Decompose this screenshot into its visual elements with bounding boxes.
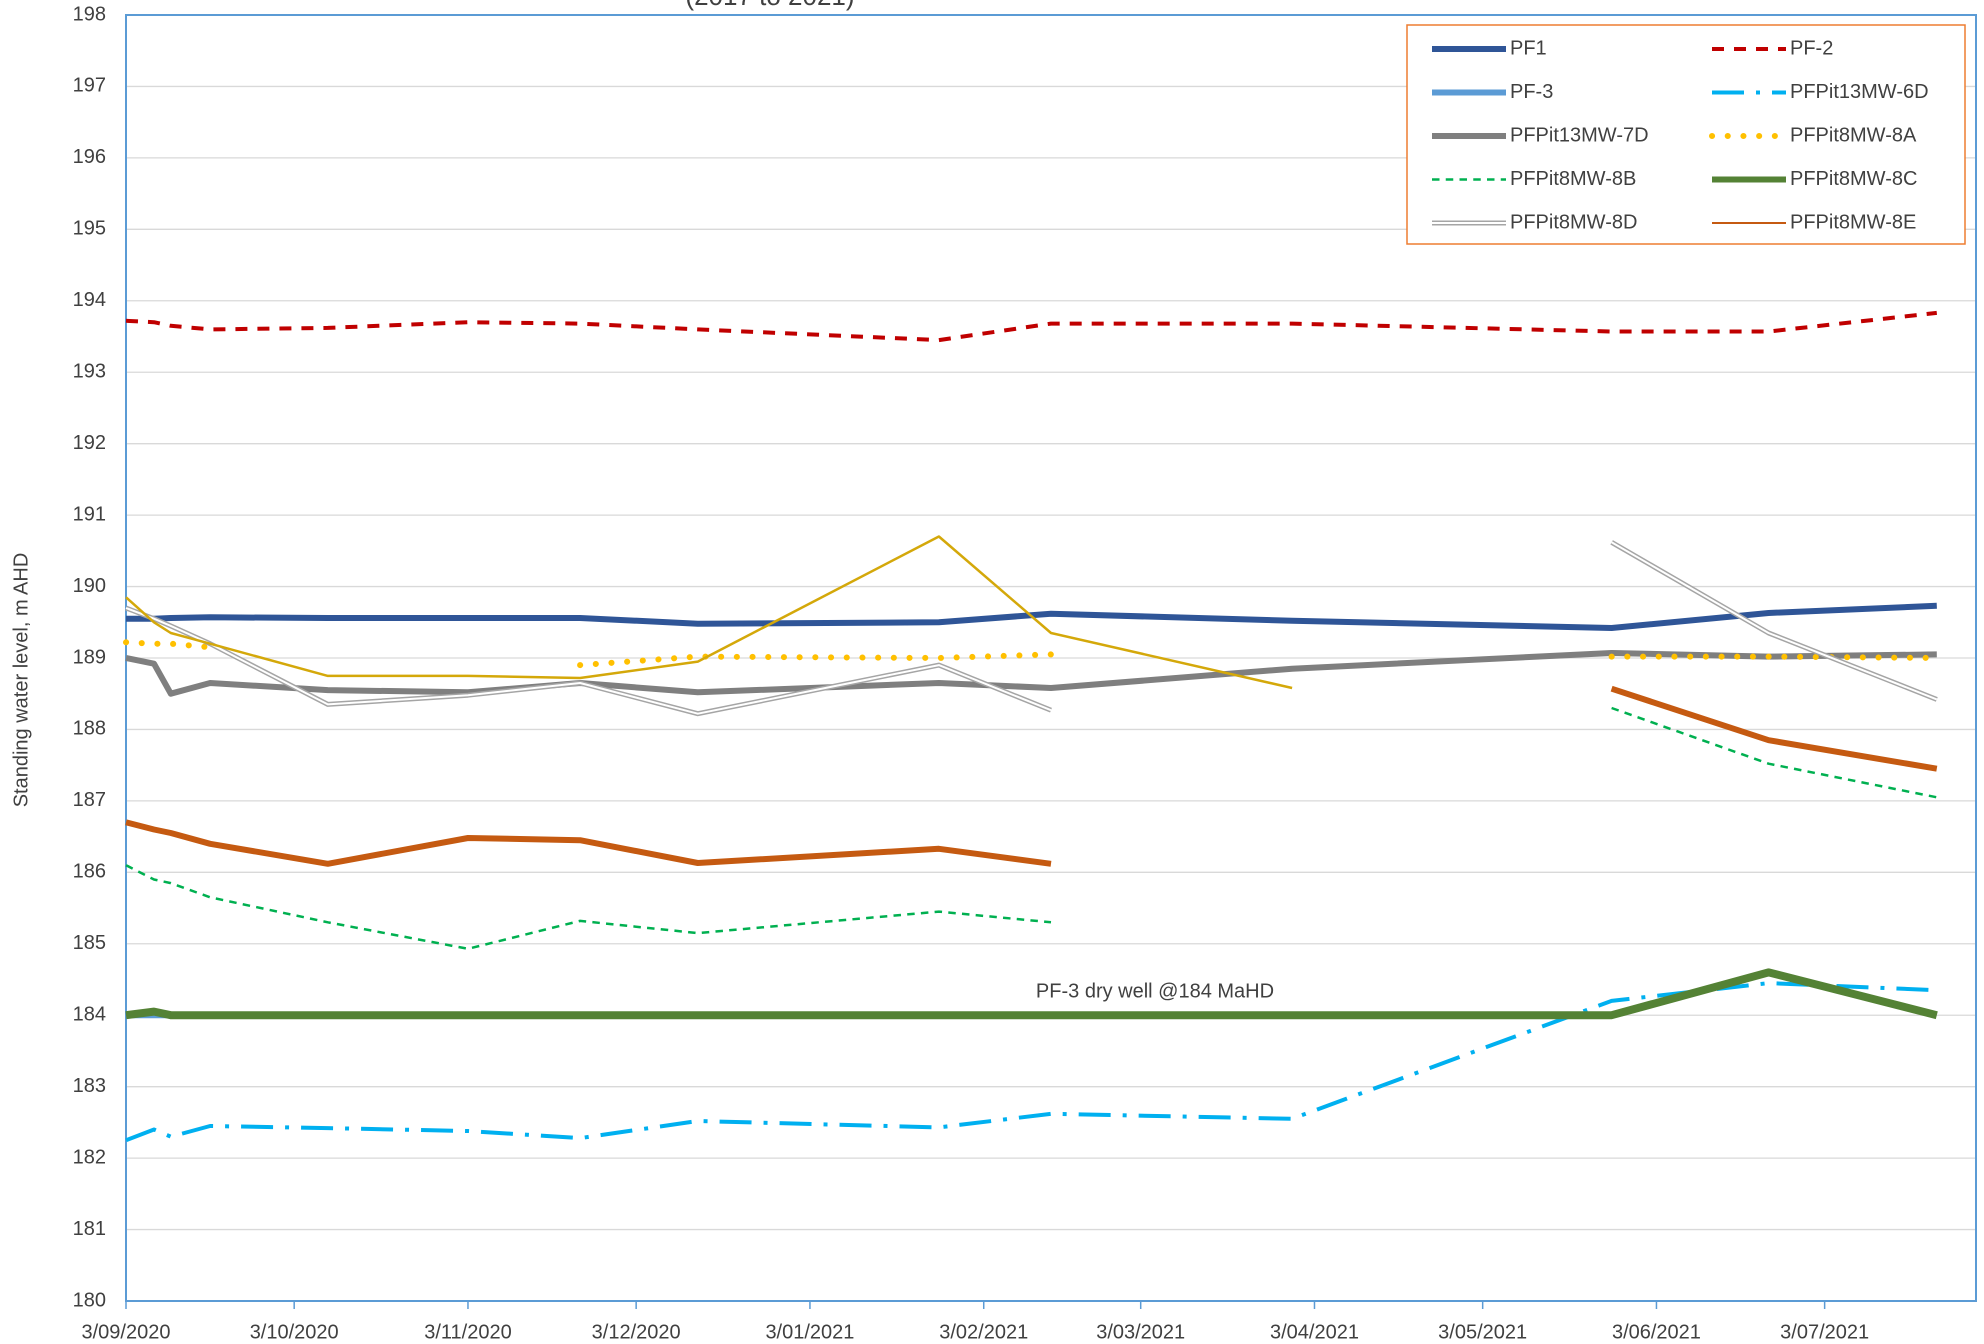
- series-line: [125, 535, 1293, 690]
- legend-label: PFPit8MW-8A: [1790, 124, 1917, 146]
- legend-label: PFPit13MW-6D: [1790, 81, 1929, 103]
- series-line: [123, 639, 1940, 669]
- y-tick-label: 196: [73, 146, 106, 168]
- legend-label: PFPit8MW-8C: [1790, 168, 1917, 190]
- x-tick-label: 3/11/2020: [424, 1321, 512, 1343]
- series-line: [125, 981, 1937, 1143]
- y-tick-label: 193: [73, 361, 106, 383]
- y-tick-label: 181: [73, 1218, 106, 1240]
- y-tick-label: 184: [73, 1004, 106, 1026]
- y-tick-label: 186: [73, 861, 106, 883]
- y-tick-label: 192: [73, 432, 106, 454]
- x-tick-label: 3/05/2021: [1438, 1321, 1527, 1343]
- x-tick-label: 3/10/2020: [250, 1321, 339, 1343]
- y-tick-label: 185: [73, 932, 106, 954]
- chart-subtitle: (2017 to 2021): [685, 0, 854, 11]
- series-line: [125, 650, 1937, 697]
- legend-label: PF-2: [1790, 37, 1833, 59]
- y-tick-label: 180: [73, 1289, 106, 1311]
- series-line: [126, 602, 1937, 631]
- series-line: [125, 685, 1938, 867]
- y-tick-label: 187: [73, 789, 106, 811]
- x-tick-label: 3/06/2021: [1612, 1321, 1701, 1343]
- x-tick-label: 3/04/2021: [1270, 1321, 1359, 1343]
- x-tick-label: 3/03/2021: [1096, 1321, 1185, 1343]
- series-line: [125, 310, 1938, 343]
- annotation: PF-3 dry well @184 MaHD: [1036, 980, 1274, 1002]
- legend-label: PFPit8MW-8E: [1790, 211, 1916, 233]
- x-tick-label: 3/02/2021: [939, 1321, 1028, 1343]
- legend-label: PF1: [1510, 37, 1547, 59]
- x-tick-label: 3/07/2021: [1780, 1321, 1869, 1343]
- legend-label: PFPit13MW-7D: [1510, 124, 1649, 146]
- y-axis-label: Standing water level, m AHD: [10, 553, 32, 808]
- y-tick-label: 183: [73, 1075, 106, 1097]
- series-line: [125, 706, 1938, 951]
- legend: PF1 PF-2 PF-3 PFPit13MW-6D PFPit13MW-7D PFPit…: [1406, 24, 1966, 245]
- y-tick-label: 195: [73, 218, 106, 240]
- series-line-inner: [125, 541, 1938, 715]
- x-tick-label: 3/09/2020: [82, 1321, 171, 1343]
- y-tick-label: 191: [73, 503, 106, 525]
- x-tick-label: 3/01/2021: [765, 1321, 854, 1343]
- y-tick-label: 198: [73, 3, 106, 25]
- series-line: [125, 968, 1938, 1020]
- y-tick-label: 182: [73, 1146, 106, 1168]
- legend-label: PFPit8MW-8D: [1510, 211, 1637, 233]
- y-tick-label: 189: [73, 646, 106, 668]
- legend-label: PF-3: [1510, 81, 1553, 103]
- x-tick-label: 3/12/2020: [592, 1321, 681, 1343]
- legend-label: PFPit8MW-8B: [1510, 168, 1636, 190]
- y-tick-label: 188: [73, 718, 106, 740]
- y-tick-label: 194: [73, 289, 106, 311]
- y-tick-label: 190: [73, 575, 106, 597]
- y-tick-label: 197: [73, 75, 106, 97]
